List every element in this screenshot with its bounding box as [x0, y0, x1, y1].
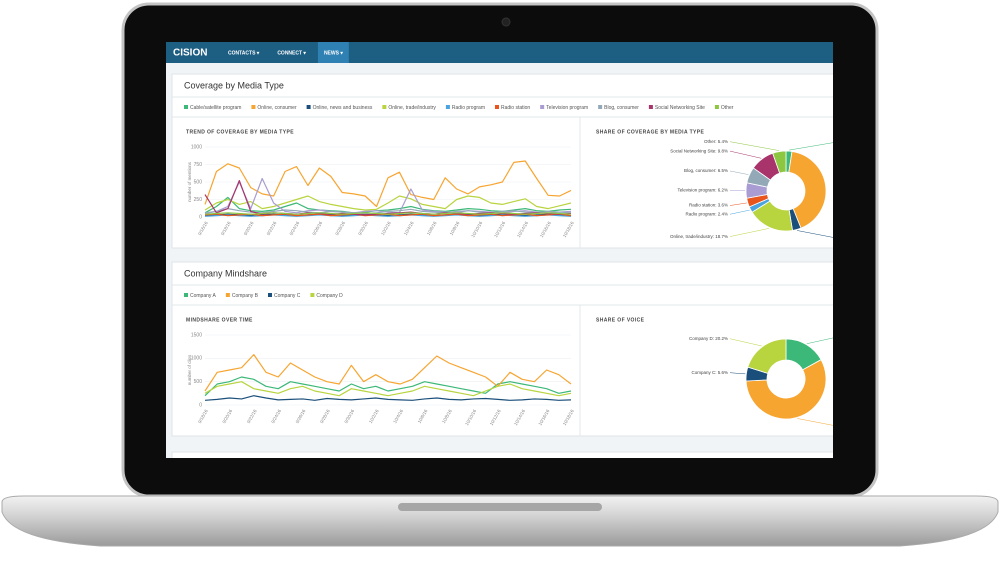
donut-slice [772, 150, 787, 174]
camera [501, 17, 511, 27]
y-tick-label: 1500 [191, 332, 202, 338]
slice-label: Company C: 5.6% [691, 370, 728, 375]
line-series [204, 177, 572, 215]
legend-swatch [225, 293, 230, 297]
leader-line [797, 230, 833, 238]
chart-title: SHARE OF VOICE [596, 317, 645, 323]
legend-swatch [251, 105, 256, 109]
line-series [204, 212, 572, 215]
leader-line [729, 202, 747, 206]
legend-label[interactable]: Online, consumer [257, 105, 297, 111]
legend-swatch [310, 293, 315, 297]
panel [171, 261, 833, 437]
legend-label[interactable]: Company A [190, 293, 217, 299]
slice-label: Online, trade/industry: 18.7% [670, 234, 728, 239]
slice-label: Radio station: 3.6% [689, 203, 728, 208]
leader-line [806, 337, 833, 344]
leader-line [729, 170, 749, 175]
legend-swatch [267, 293, 272, 297]
legend-label[interactable]: Online, news and business [313, 105, 373, 111]
legend-label[interactable]: Social Networking Site [655, 105, 705, 111]
y-axis-label: number of mentions [187, 161, 192, 202]
legend-swatch [445, 105, 450, 109]
legend-label[interactable]: Company C [274, 293, 301, 299]
chart-title: TREND OF COVERAGE BY MEDIA TYPE [186, 129, 294, 135]
nav-item[interactable]: CONTACTS ▾ [228, 50, 260, 56]
leader-line [729, 228, 770, 237]
panel-title: Coverage by Media Type [184, 80, 284, 90]
slice-label: Other: 5.4% [704, 139, 728, 144]
legend-swatch [494, 105, 499, 109]
nav-bar [166, 42, 833, 63]
y-tick-label: 500 [194, 179, 203, 185]
legend-swatch [184, 293, 188, 297]
donut-slice [788, 150, 827, 229]
legend-label[interactable]: Radio station [501, 105, 530, 111]
legend-label[interactable]: Company D [316, 293, 343, 299]
legend-swatch [382, 105, 387, 109]
nav-active [317, 42, 349, 63]
slice-label: Blog, consumer: 6.5% [684, 168, 728, 173]
legend-label[interactable]: Company B [232, 293, 259, 299]
leader-line [729, 209, 750, 215]
next-panel [171, 451, 833, 458]
legend-swatch [540, 105, 545, 109]
y-tick-label: 250 [194, 197, 203, 203]
leader-line [729, 338, 762, 347]
donut-slice [745, 359, 827, 420]
y-tick-label: 500 [194, 379, 203, 385]
legend-label[interactable]: Television program [546, 105, 588, 111]
legend-label[interactable]: Radio program [452, 105, 485, 111]
y-tick-label: 1000 [191, 144, 202, 150]
screen: CISION CONTACTS ▾ CONNECT ▾ NEWS ▾ Coverage… [166, 42, 833, 458]
logo: CISION [173, 48, 207, 59]
legend-swatch [598, 105, 603, 109]
slice-label: Company D: 20.2% [689, 336, 728, 341]
y-tick-label: 750 [194, 162, 203, 168]
slice-label: Radio program: 2.4% [685, 211, 728, 216]
line-series [204, 395, 572, 401]
panel-title: Company Mindshare [184, 268, 267, 278]
panel [171, 73, 833, 249]
leader-line [729, 150, 762, 159]
legend-label[interactable]: Blog, consumer [604, 105, 639, 111]
legend-label[interactable]: Cable/satellite program [190, 105, 241, 111]
legend-label[interactable]: Online, trade/industry [388, 105, 436, 111]
leader-line [729, 141, 780, 151]
legend-swatch [306, 105, 311, 109]
leader-line [789, 142, 833, 151]
nav-item[interactable]: NEWS ▾ [324, 50, 343, 56]
y-tick-label: 0 [199, 214, 202, 220]
donut-slice [747, 338, 787, 374]
legend-swatch [648, 105, 653, 109]
y-tick-label: 1000 [191, 356, 202, 362]
leader-line [729, 372, 746, 375]
line-series [204, 208, 572, 215]
y-tick-label: 0 [199, 402, 202, 408]
y-axis-label: number of clips [187, 354, 192, 385]
legend-label[interactable]: Other [721, 105, 734, 111]
legend-swatch [184, 105, 188, 109]
slice-label: Social Networking Site: 9.8% [670, 148, 728, 153]
line-series [204, 195, 572, 211]
nav-item[interactable]: CONNECT ▾ [277, 50, 306, 56]
laptop-base [1, 495, 999, 547]
slice-label: Television program: 6.2% [677, 188, 728, 193]
legend-swatch [714, 105, 719, 109]
base-notch [398, 503, 602, 511]
chart-title: SHARE OF COVERAGE BY MEDIA TYPE [596, 129, 705, 135]
line-series [204, 354, 572, 392]
leader-line [797, 418, 833, 426]
chart-title: MINDSHARE OVER TIME [186, 317, 253, 323]
line-series [204, 160, 572, 208]
line-series [204, 376, 572, 397]
line-series [204, 381, 572, 397]
